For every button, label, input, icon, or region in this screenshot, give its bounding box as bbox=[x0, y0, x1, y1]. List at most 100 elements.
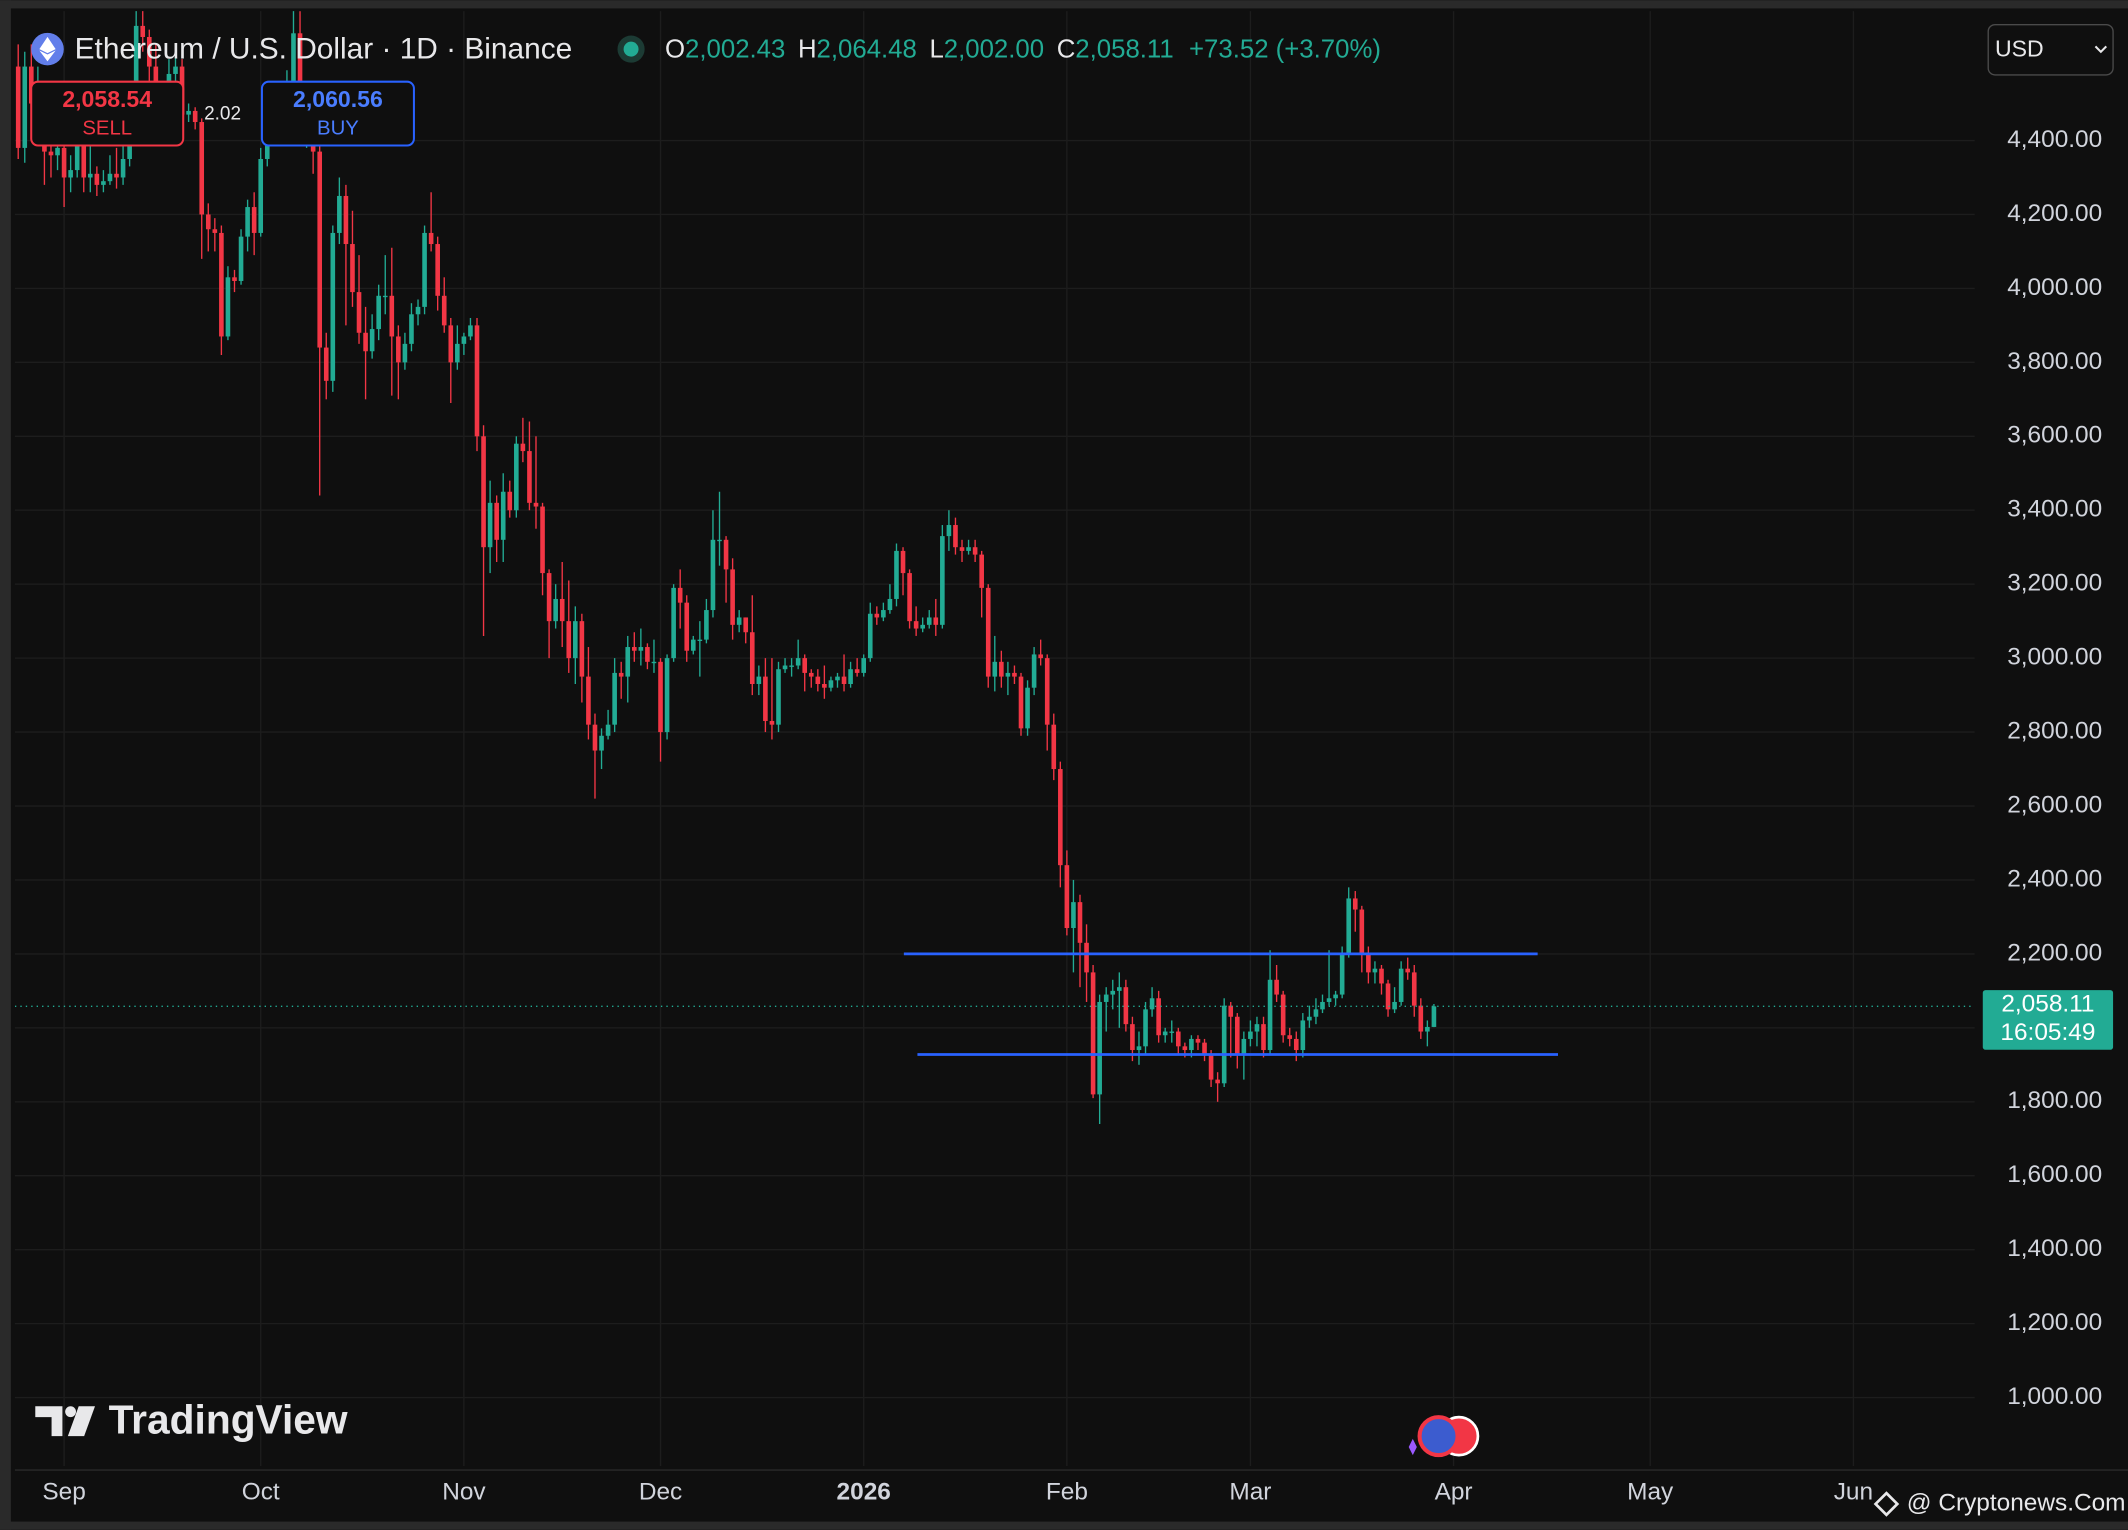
logo-part bbox=[67, 1406, 95, 1437]
candle-body bbox=[1182, 1046, 1188, 1051]
watermark-text: TradingView bbox=[109, 1396, 348, 1442]
candle-body bbox=[992, 661, 998, 677]
candle-body bbox=[1379, 968, 1384, 984]
candle-body bbox=[1175, 1031, 1181, 1047]
candle-body bbox=[1064, 865, 1070, 929]
ohlc-key: O bbox=[665, 35, 685, 63]
candle-body bbox=[461, 336, 467, 344]
candle-body bbox=[1228, 1005, 1234, 1017]
candle-body bbox=[422, 232, 427, 307]
candle-body bbox=[474, 325, 480, 437]
event-icon[interactable] bbox=[1417, 1415, 1460, 1458]
candle-body bbox=[133, 25, 139, 119]
x-tick-label: May bbox=[1627, 1479, 1674, 1506]
candle-body bbox=[1044, 658, 1050, 725]
candle-body bbox=[1293, 1038, 1299, 1051]
candle-body bbox=[481, 436, 486, 548]
candle-body bbox=[717, 539, 722, 542]
candle-body bbox=[337, 195, 342, 233]
candle-body bbox=[697, 639, 703, 641]
candle-body bbox=[1320, 1001, 1325, 1010]
candle-body bbox=[959, 547, 965, 551]
candle-body bbox=[1084, 942, 1089, 973]
candle-body bbox=[638, 647, 644, 651]
candle-body bbox=[540, 506, 545, 574]
x-tick-label: Jun bbox=[1834, 1479, 1873, 1506]
candle-body bbox=[448, 325, 454, 363]
candle-body bbox=[743, 617, 749, 633]
dropdown-box[interactable] bbox=[1987, 24, 2114, 76]
candle-body bbox=[1103, 994, 1109, 1002]
candle-body bbox=[684, 602, 690, 651]
candle-body bbox=[500, 491, 506, 540]
event-icons[interactable] bbox=[1408, 1415, 1480, 1458]
candle-body bbox=[1398, 968, 1404, 1002]
buy-label[interactable]: BUY bbox=[317, 118, 359, 140]
y-tick-label: 1,800.00 bbox=[2007, 1087, 2102, 1114]
buy-price[interactable]: 2,060.56 bbox=[293, 86, 383, 112]
logo-part bbox=[65, 1406, 76, 1418]
ohlc-key: C bbox=[1057, 35, 1076, 63]
candle-body bbox=[205, 214, 211, 230]
buy-box[interactable] bbox=[260, 80, 415, 147]
candle-body bbox=[55, 147, 60, 156]
candle-body bbox=[631, 647, 637, 651]
candle-body bbox=[671, 587, 676, 659]
candle-body bbox=[822, 684, 827, 688]
candle-body bbox=[514, 443, 519, 511]
candle-body bbox=[356, 292, 362, 333]
candle-body bbox=[966, 547, 971, 551]
sell-box[interactable] bbox=[30, 80, 185, 147]
sell-label[interactable]: SELL bbox=[82, 118, 132, 140]
candle-body bbox=[396, 336, 401, 363]
candle-body bbox=[1352, 898, 1358, 910]
candle-body bbox=[985, 587, 991, 677]
candle-body bbox=[15, 66, 21, 148]
candle-body bbox=[1431, 1006, 1437, 1027]
candle-body bbox=[618, 672, 624, 677]
credit-icon bbox=[1873, 1491, 1900, 1517]
candle-body bbox=[382, 295, 388, 298]
candle-body bbox=[533, 502, 539, 507]
candle-body bbox=[343, 195, 349, 245]
y-tick-label: 2,400.00 bbox=[2007, 865, 2102, 892]
candle-body bbox=[841, 676, 847, 685]
candle-body bbox=[953, 525, 958, 548]
candle-body bbox=[1077, 902, 1083, 943]
candle-body bbox=[297, 33, 303, 119]
candle-body bbox=[1051, 724, 1057, 770]
candle-body bbox=[573, 621, 578, 659]
candle-body bbox=[710, 539, 716, 611]
candle-body bbox=[854, 669, 860, 673]
candle-body bbox=[795, 658, 801, 666]
currency[interactable]: USD bbox=[1995, 36, 2044, 62]
x-tick-label: Apr bbox=[1435, 1479, 1473, 1506]
candle-body bbox=[199, 122, 205, 215]
x-tick-label: Oct bbox=[242, 1479, 280, 1506]
candle-body bbox=[808, 672, 814, 677]
y-tick-label: 1,400.00 bbox=[2007, 1235, 2102, 1262]
candle-body bbox=[1333, 994, 1338, 999]
currency-dropdown[interactable]: USD bbox=[1987, 24, 2114, 76]
candle-body bbox=[1313, 1009, 1319, 1017]
candle-body bbox=[61, 147, 67, 178]
candle-body bbox=[22, 66, 28, 148]
candle-body bbox=[1097, 1001, 1102, 1095]
candle-body bbox=[730, 569, 735, 625]
candle-body bbox=[900, 550, 906, 574]
buy-button[interactable]: 2,060.56 BUY bbox=[260, 80, 415, 147]
sell-price[interactable]: 2,058.54 bbox=[62, 86, 152, 112]
spark bbox=[1408, 1438, 1417, 1456]
candle-body bbox=[1307, 1016, 1312, 1021]
y-tick-label: 1,600.00 bbox=[2007, 1161, 2102, 1188]
candle-body bbox=[1425, 1026, 1430, 1032]
sell-button[interactable]: 2,058.54 SELL bbox=[30, 80, 185, 147]
candle-body bbox=[441, 295, 447, 326]
candle-body bbox=[887, 598, 893, 611]
candle-body bbox=[736, 617, 742, 625]
candle-body bbox=[1169, 1031, 1175, 1033]
candle-body bbox=[828, 680, 834, 688]
last-price-label: 2,058.11 bbox=[2001, 990, 2094, 1017]
y-tick-label: 2,800.00 bbox=[2007, 718, 2102, 745]
